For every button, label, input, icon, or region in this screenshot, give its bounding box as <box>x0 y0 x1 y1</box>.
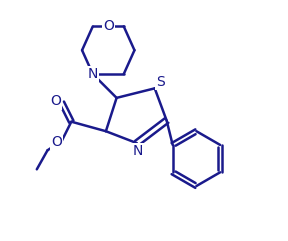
Text: N: N <box>133 144 143 159</box>
Text: N: N <box>88 67 98 81</box>
Text: O: O <box>50 94 61 108</box>
Text: O: O <box>51 135 62 149</box>
Text: O: O <box>103 20 114 33</box>
Text: S: S <box>156 75 165 89</box>
